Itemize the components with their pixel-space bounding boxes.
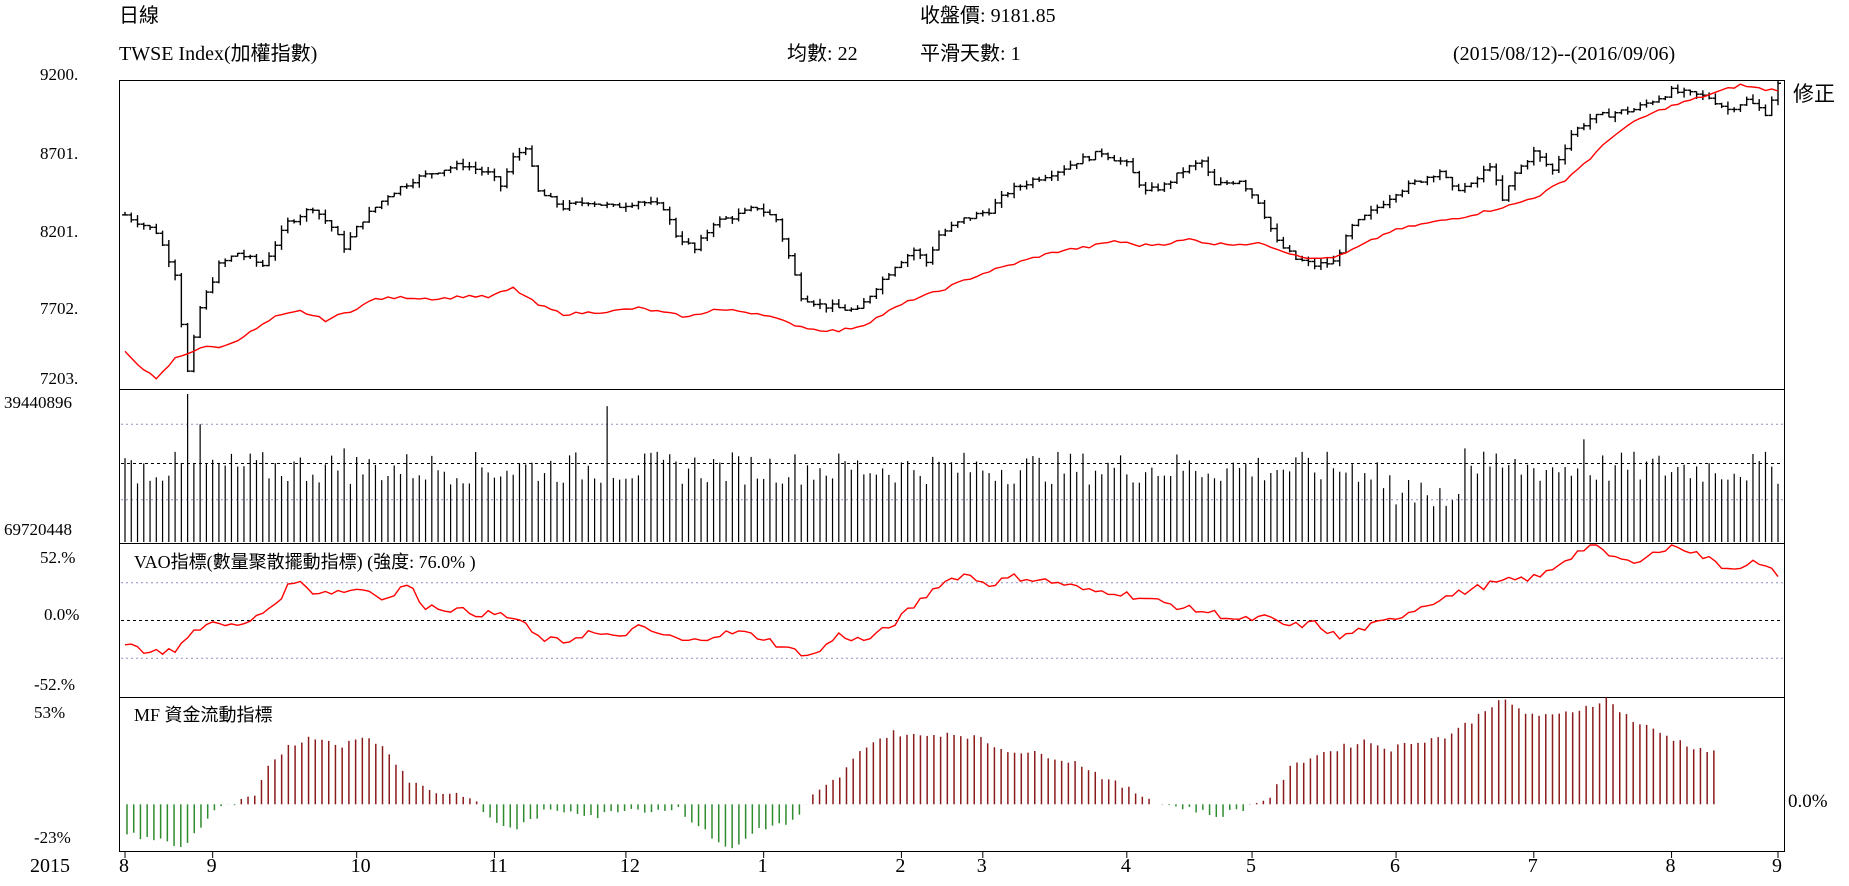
mf-ytick-bottom: -23% [34, 828, 71, 847]
ma-line [124, 83, 1779, 380]
correction-button[interactable]: 修正 [1793, 82, 1835, 106]
vao-ytick-mid: 0.0% [44, 605, 80, 624]
x-tick-label: 2 [895, 855, 906, 877]
period-label: 日線 [119, 5, 159, 27]
x-tick-label: 11 [488, 855, 508, 877]
x-tick-label: 8 [119, 855, 129, 877]
price-ytick-2: 8701. [40, 144, 79, 163]
smooth-value: 1 [1010, 43, 1021, 65]
x-tick-label: 10 [350, 855, 371, 877]
mf-panel [119, 697, 1785, 852]
x-tick-label: 1 [757, 855, 768, 877]
x-tick-label: 9 [1772, 855, 1782, 877]
mf-ytick-zero: 0.0% [1788, 791, 1828, 812]
x-tick-label: 3 [976, 855, 987, 877]
close-value: 9181.85 [990, 5, 1056, 27]
close-price: 收盤價: 9181.85 [920, 5, 1056, 27]
x-tick-label: 6 [1390, 855, 1401, 877]
volume-ytick-top: 39440896 [4, 393, 72, 412]
ma-value: 22 [837, 43, 858, 65]
price-ytick-3: 8201. [40, 222, 79, 241]
x-year: 2015 [30, 855, 70, 877]
ma-label: 均數 [787, 43, 827, 65]
volume-ytick-bottom: 69720448 [4, 520, 72, 539]
vao-ytick-bottom: -52.% [34, 675, 76, 694]
smooth-label: 平滑天數 [920, 43, 1000, 65]
price-ytick-5: 7203. [40, 369, 79, 388]
x-tick-label: 7 [1527, 855, 1538, 877]
x-tick-label: 4 [1120, 855, 1131, 877]
ma-setting: 均數: 22 [787, 43, 858, 65]
x-tick-label: 9 [206, 855, 217, 877]
x-tick-label: 5 [1246, 855, 1257, 877]
price-ytick-1: 9200. [40, 65, 79, 84]
vao-line [124, 544, 1779, 657]
close-label: 收盤價 [920, 5, 980, 27]
index-name: TWSE Index(加權指數) [119, 43, 318, 65]
date-range: (2015/08/12)--(2016/09/06) [1453, 43, 1676, 65]
mf-ytick-top: 53% [34, 703, 66, 722]
vao-title: VAO指標(數量聚散擺動指標) (強度: 76.0% ) [134, 552, 476, 572]
mf-title: MF 資金流動指標 [134, 705, 273, 725]
x-tick-label: 12 [619, 855, 640, 877]
smooth-setting: 平滑天數: 1 [920, 43, 1021, 65]
vao-ytick-top: 52.% [40, 548, 76, 567]
x-tick-label: 8 [1665, 855, 1676, 877]
price-ytick-4: 7702. [40, 299, 79, 318]
